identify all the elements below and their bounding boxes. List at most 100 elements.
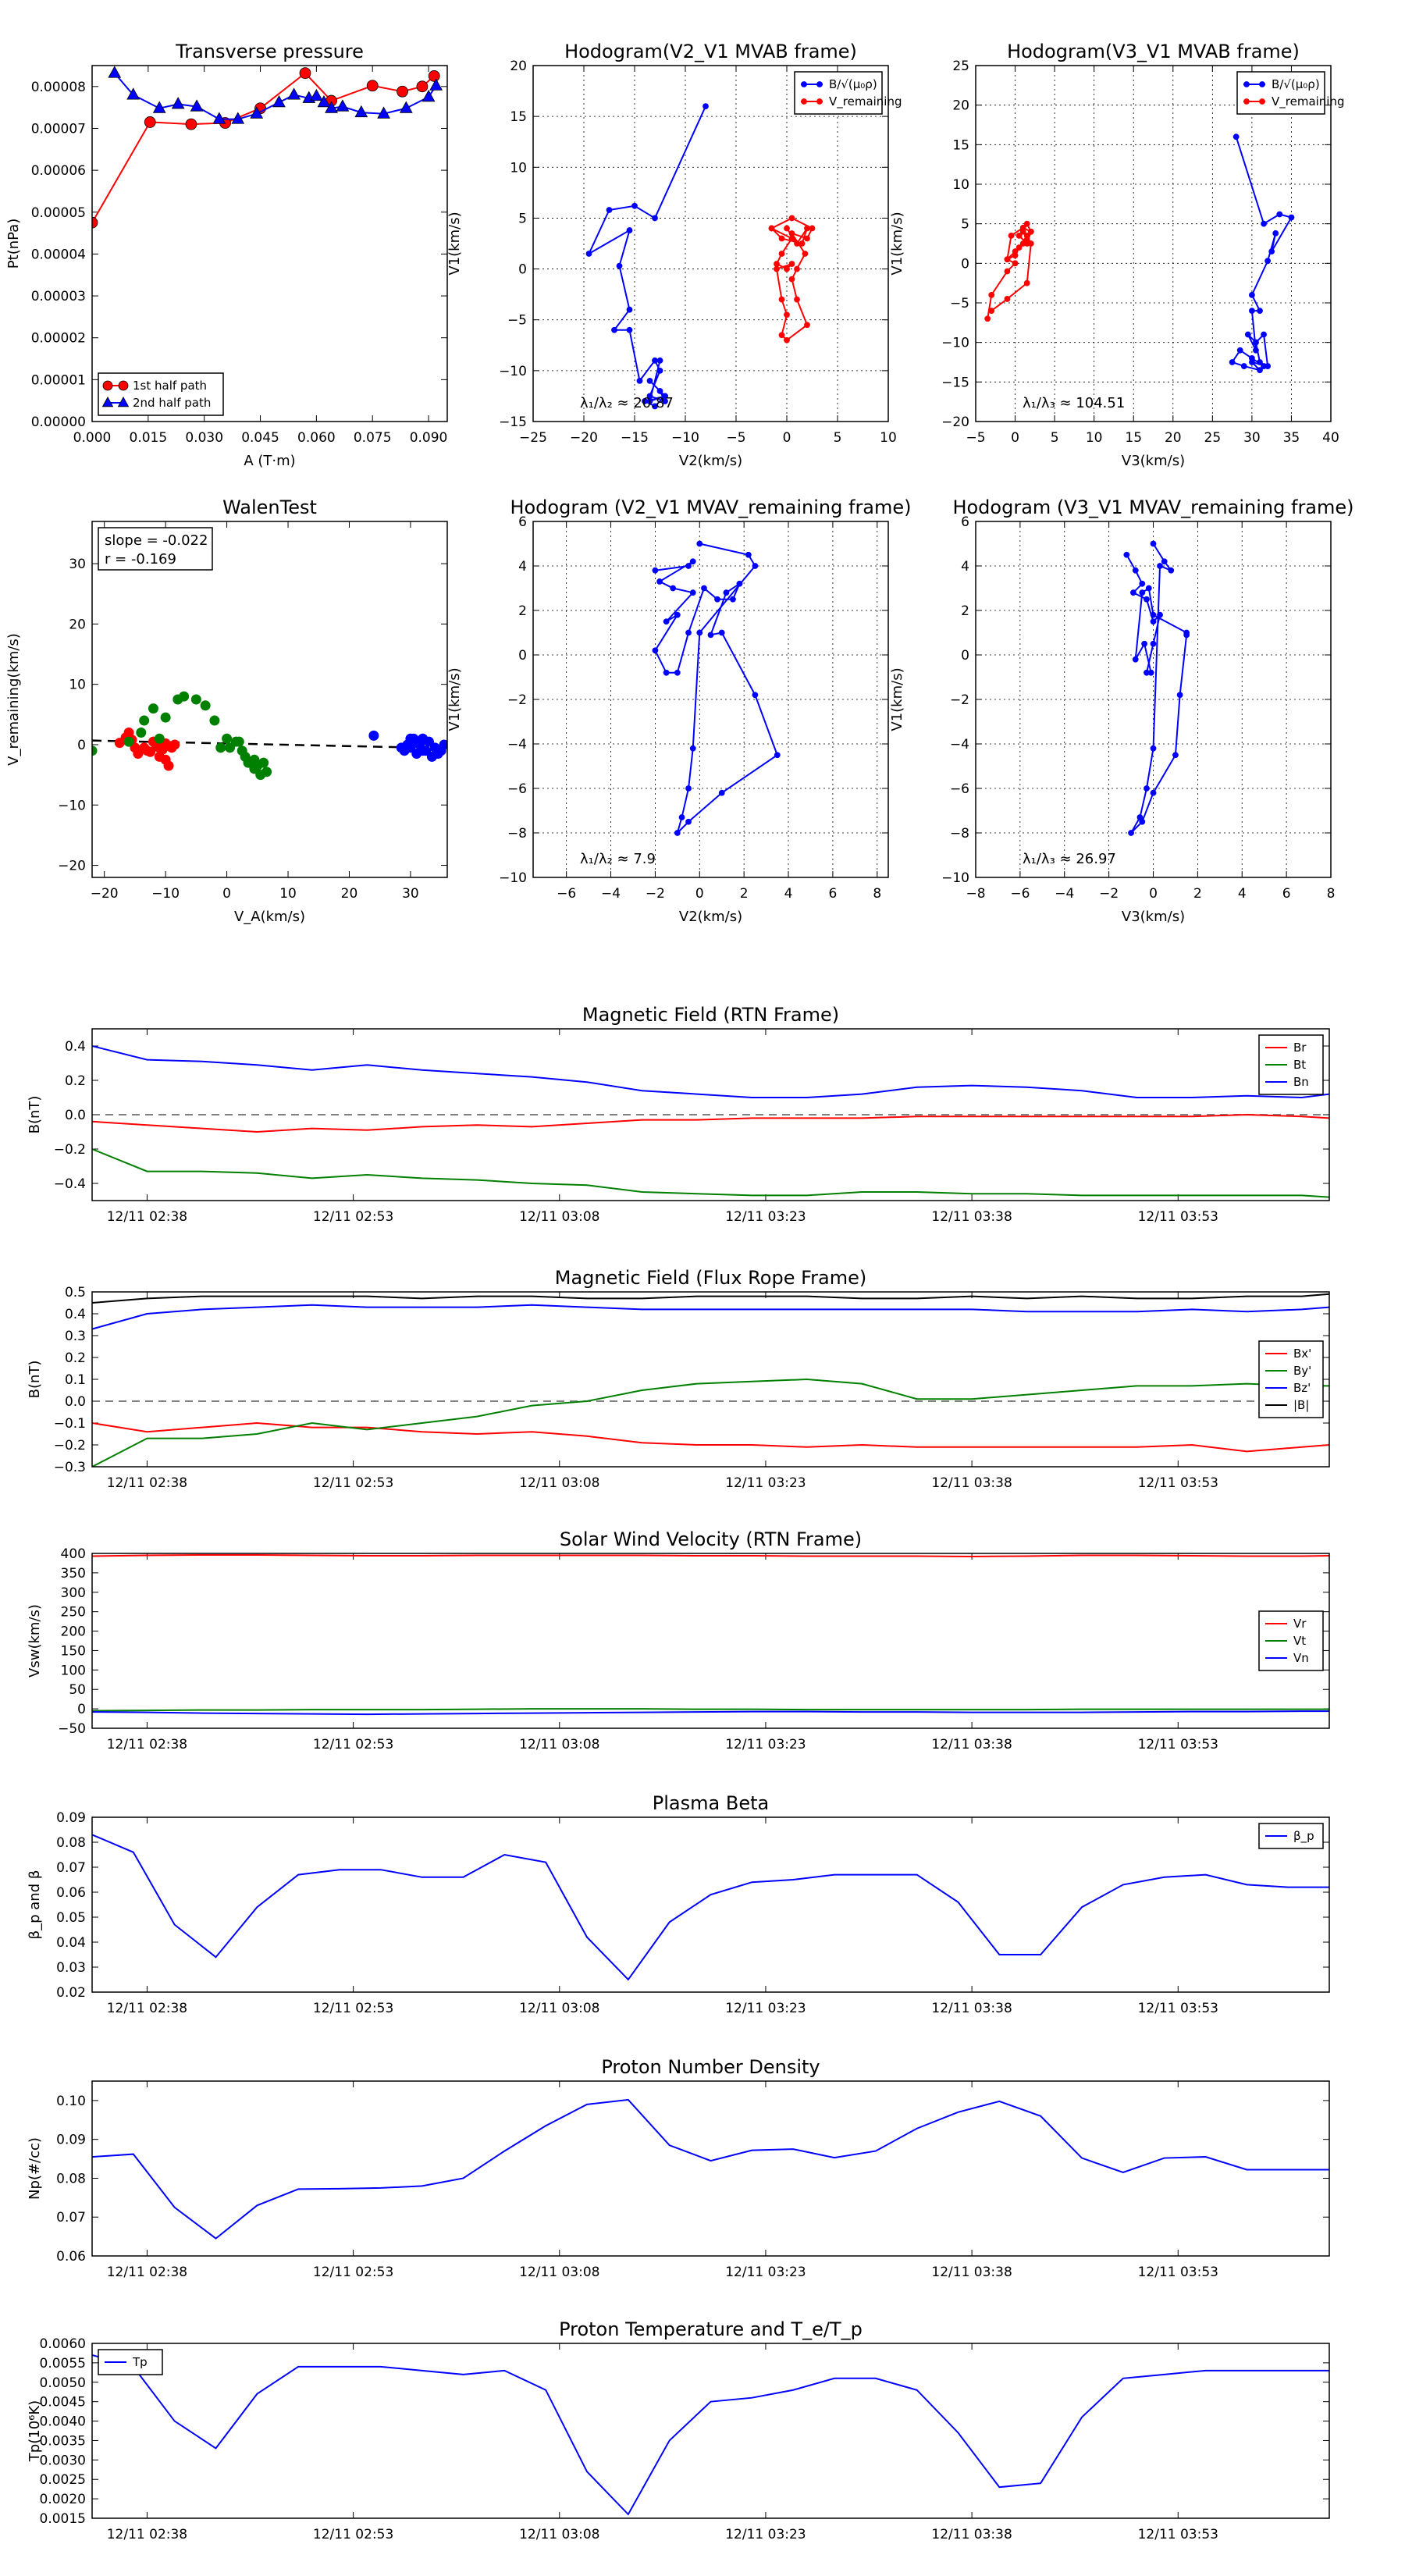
x-axis: 12/11 02:38 12/11 02:53 12/11 03:08 12/11 0… [107,2343,1218,2542]
chart-hodo4: Hodogram (V3_V1 MVAV_remaining frame)−8−… [889,496,1354,925]
x-tick-label: −20 [91,886,119,902]
data-point [1257,367,1263,374]
y-tick-label: 0.0060 [40,2336,86,2352]
y-tick-label: 30 [69,557,86,572]
stats-text: r = -0.169 [105,551,176,568]
x-tick-label: 15 [1125,430,1142,446]
data-point [1264,363,1272,369]
axes-frame [91,1553,1330,1729]
x-tick-label: 10 [279,886,297,902]
data-point [154,733,165,744]
chart-mag_rtn: Magnetic Field (RTN Frame)12/11 02:38 12/… [27,1004,1330,1225]
y-tick-label: 0.2 [65,1073,86,1089]
data-point [774,752,781,759]
legend-label: β_p [1293,1829,1314,1844]
legend-frame [98,372,224,416]
data-point [287,87,301,100]
plot-area [92,1045,1329,1198]
series-V-remaining [984,220,1034,322]
x-tick-label: 12/11 02:38 [107,1209,187,1225]
y-tick-label: −20 [941,415,969,430]
y-axis-label: Tp(10⁶K) [27,2400,43,2462]
data-point [736,580,743,587]
data-point [1150,640,1157,647]
data-point [774,261,780,267]
data-point [1259,81,1265,87]
data-point [1183,632,1190,639]
data-point [1157,611,1163,618]
x-tick-label: 12/11 03:53 [1138,1737,1218,1752]
data-point [778,332,785,339]
y-tick-label: 0.00005 [31,205,86,221]
data-point [1259,98,1265,105]
data-point [1264,258,1272,265]
data-point [1016,232,1023,239]
axes-frame [91,521,448,878]
x-tick-label: 2 [1193,886,1202,902]
x-tick-label: 6 [828,886,837,902]
y-tick-label: 0.00001 [31,372,86,388]
x-tick-label: 12/11 03:38 [931,1737,1012,1752]
x-tick-label: 4 [1238,886,1247,902]
chart-title: Magnetic Field (Flux Rope Frame) [555,1267,866,1289]
y-tick-label: 0.5 [65,1285,86,1300]
y-tick-label: 0.00003 [31,289,86,304]
x-tick-label: 12/11 03:08 [519,1737,599,1752]
data-point [689,558,696,565]
data-point [1004,296,1011,302]
y-axis-label: Vsw(km/s) [27,1604,43,1678]
y-axis: 0.06 0.07 0.08 0.09 0.10 [56,2094,1329,2265]
data-point [1276,211,1283,218]
series-Vr [92,1553,1329,1557]
x-tick-label: 35 [1283,430,1300,446]
data-point [646,377,653,384]
data-point [626,227,633,233]
y-tick-label: −15 [941,375,969,390]
data-point [154,751,165,762]
axes-frame [91,2343,1330,2519]
series-Bx- [92,1421,1329,1453]
data-point [190,99,204,112]
data-point [784,336,790,343]
data-point [418,745,429,756]
y-tick-label: 0.0045 [40,2395,86,2411]
legend: 1st half path 2nd half path [98,372,224,416]
data-point [1253,347,1259,354]
chart-title: WalenTest [222,496,317,518]
chart-title: Plasma Beta [653,1792,769,1814]
x-axis: −8 −6 −4 −2 0 2 4 6 8 [966,521,1335,902]
y-tick-label: −10 [941,336,969,351]
y-tick-label: 20 [69,617,86,632]
legend-label: 1st half path [133,379,207,393]
x-tick-label: 12/11 03:38 [931,2527,1012,2542]
x-tick-label: 12/11 03:23 [725,2265,806,2280]
data-point [126,87,140,100]
x-tick-label: 12/11 02:53 [313,1475,393,1491]
y-tick-label: 0.4 [65,1039,86,1055]
data-point [778,251,785,257]
y-axis-label: B(nT) [27,1361,43,1399]
y-tick-label: 10 [69,678,86,693]
data-point [788,230,795,237]
data-point [662,393,668,400]
x-tick-label: 12/11 02:38 [107,1475,187,1491]
series-line [92,1708,1329,1712]
y-tick-label: 0.09 [56,1810,86,1826]
data-point [663,669,670,676]
data-point [92,745,98,756]
y-tick-label: 0.0055 [40,2356,86,2371]
x-tick-label: 20 [341,886,358,902]
legend: Tp [98,2349,163,2375]
data-point [416,80,429,93]
y-axis: 0.02 0.03 0.04 0.05 0.06 0.07 0.08 0.09 [56,1810,1329,2001]
y-tick-label: 50 [69,1682,86,1698]
y-tick-label: 20 [952,98,969,114]
y-tick-label: 6 [518,514,527,530]
x-tick-label: 0.090 [410,430,448,446]
axes-frame [532,65,889,422]
data-point [752,563,759,569]
data-point [678,814,685,820]
data-point [1150,745,1157,752]
y-axis-label: V_remaining(km/s) [5,633,22,766]
